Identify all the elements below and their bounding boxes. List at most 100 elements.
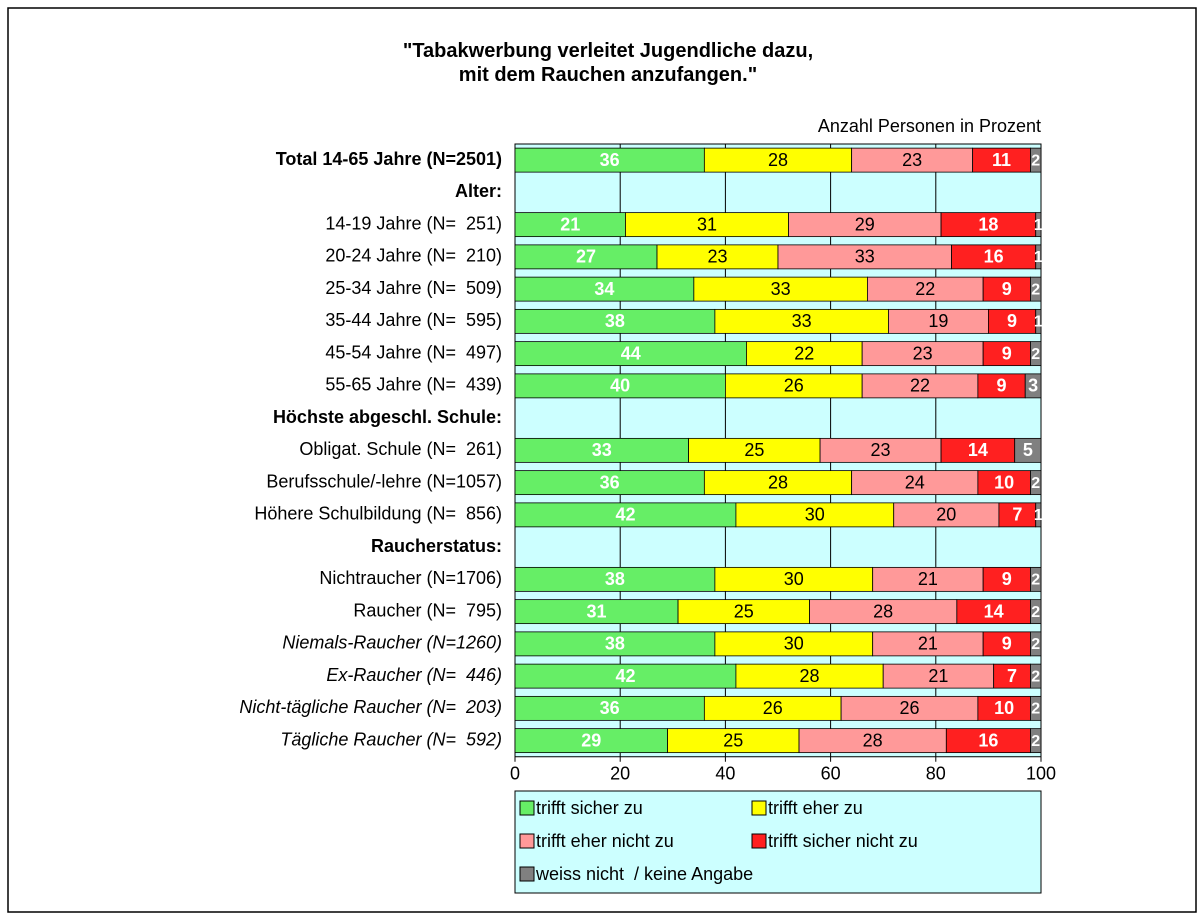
bar-segment (514, 276, 695, 302)
bar-segment (851, 470, 979, 496)
value-label: 10 (994, 698, 1014, 718)
value-label: 42 (615, 505, 635, 525)
value-label: 2 (1031, 152, 1040, 169)
bar-segment (514, 566, 716, 592)
value-label: 44 (621, 343, 641, 363)
x-tick-label: 60 (821, 764, 841, 784)
bar-segment (872, 631, 984, 657)
bar-segment (677, 599, 810, 625)
value-label: 25 (723, 730, 743, 750)
bar-segment (1030, 566, 1042, 592)
category-label: 20-24 Jahre (N= 210) (325, 246, 502, 266)
bar-segment (514, 663, 737, 689)
value-label: 23 (913, 343, 933, 363)
bar-segment (788, 212, 942, 238)
value-label: 24 (905, 472, 925, 492)
legend-label: trifft eher nicht zu (536, 831, 674, 851)
bar-segment (714, 308, 889, 334)
category-label: Raucher (N= 795) (353, 600, 502, 620)
value-label: 1 (1034, 217, 1043, 234)
value-label: 21 (918, 569, 938, 589)
bar-segment (514, 373, 726, 399)
value-label: 14 (984, 601, 1004, 621)
value-label: 33 (855, 247, 875, 267)
value-label: 31 (587, 601, 607, 621)
category-label: Höchste abgeschl. Schule: (273, 407, 502, 427)
value-label: 2 (1031, 701, 1040, 718)
bar-segment (1035, 502, 1042, 528)
value-label: 38 (605, 634, 625, 654)
value-label: 1 (1034, 314, 1043, 331)
bar-segment (1030, 728, 1042, 754)
bar-segment (1035, 212, 1042, 238)
legend-swatch (519, 800, 535, 816)
bar-segment (1030, 631, 1042, 657)
bar-segment (809, 599, 958, 625)
x-tick-label: 80 (926, 764, 946, 784)
legend-label: trifft eher zu (768, 798, 863, 818)
bar-segment (982, 276, 1031, 302)
value-label: 1 (1034, 249, 1043, 266)
value-label: 26 (899, 698, 919, 718)
bar-segment (982, 566, 1031, 592)
bar-segment (1024, 373, 1042, 399)
bar-segment (777, 244, 952, 270)
legend-swatch (751, 800, 767, 816)
bar-segment (882, 663, 995, 689)
bar-segment (725, 373, 863, 399)
legend-swatch (751, 833, 767, 849)
bar-segment (940, 437, 1016, 463)
value-label: 14 (968, 440, 988, 460)
value-label: 22 (915, 279, 935, 299)
bar-segment (798, 728, 947, 754)
bar-segment (514, 147, 705, 173)
value-label: 3 (1028, 376, 1038, 396)
bar-segment (893, 502, 1000, 528)
x-tick-label: 0 (510, 764, 520, 784)
value-label: 28 (800, 666, 820, 686)
value-label: 38 (605, 569, 625, 589)
value-label: 31 (697, 214, 717, 234)
value-label: 22 (794, 343, 814, 363)
bar-segment (514, 470, 705, 496)
bar-segment (656, 244, 779, 270)
value-label: 9 (1002, 343, 1012, 363)
bar-segment (951, 244, 1037, 270)
value-label: 30 (805, 505, 825, 525)
category-label: Total 14-65 Jahre (N=2501) (276, 149, 502, 169)
legend-label: trifft sicher zu (536, 798, 643, 818)
value-label: 28 (768, 150, 788, 170)
bar-segment (1030, 341, 1042, 367)
bar-segment (972, 147, 1031, 173)
bar-segment (851, 147, 974, 173)
x-tick-label: 20 (610, 764, 630, 784)
value-label: 34 (594, 279, 614, 299)
bar-segment (861, 373, 979, 399)
bar-segment (819, 437, 942, 463)
value-label: 23 (871, 440, 891, 460)
category-label: Nicht-tägliche Raucher (N= 203) (239, 697, 502, 717)
bar-segment (940, 212, 1037, 238)
value-label: 2 (1031, 346, 1040, 363)
value-label: 21 (928, 666, 948, 686)
bar-segment (888, 308, 989, 334)
value-label: 5 (1023, 440, 1033, 460)
value-label: 28 (768, 472, 788, 492)
value-label: 23 (902, 150, 922, 170)
value-label: 18 (978, 214, 998, 234)
category-label: 25-34 Jahre (N= 509) (325, 278, 502, 298)
value-label: 16 (978, 730, 998, 750)
value-label: 27 (576, 247, 596, 267)
legend-swatch (519, 833, 535, 849)
bar-segment (956, 599, 1031, 625)
value-label: 16 (984, 247, 1004, 267)
category-label: Berufsschule/-lehre (N=1057) (266, 471, 502, 491)
value-label: 26 (763, 698, 783, 718)
value-label: 42 (615, 666, 635, 686)
value-label: 2 (1031, 668, 1040, 685)
category-label: Niemals-Raucher (N=1260) (282, 633, 502, 653)
legend-swatch (519, 866, 535, 882)
bar-segment (688, 437, 821, 463)
value-label: 36 (600, 698, 620, 718)
